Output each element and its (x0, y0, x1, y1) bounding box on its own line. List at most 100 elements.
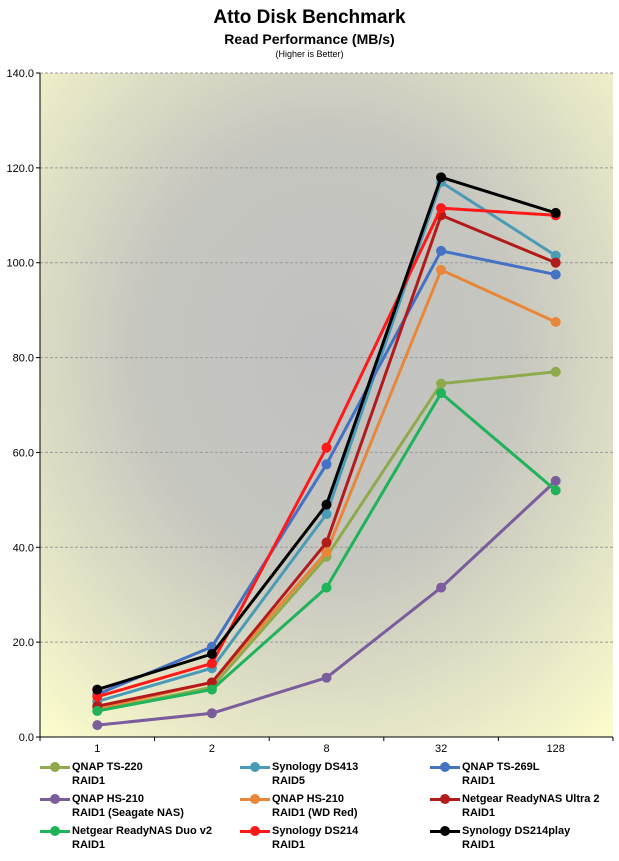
legend-label-line1: Synology DS214play (462, 825, 571, 837)
legend-item: Netgear ReadyNAS Ultra 2 RAID1 (430, 792, 619, 822)
data-point (321, 537, 332, 548)
data-point (321, 499, 332, 510)
legend-swatch (40, 794, 70, 804)
y-tick-label: 100.0 (6, 258, 34, 270)
data-point (92, 691, 103, 702)
x-tick-label: 2 (209, 743, 215, 755)
legend-label: QNAP TS-269L RAID1 (462, 760, 539, 788)
legend-swatch (40, 826, 70, 836)
legend-item: QNAP TS-220 RAID1 (40, 760, 240, 790)
series-7 (92, 203, 561, 702)
legend-swatch (240, 762, 270, 772)
data-point (321, 442, 332, 453)
data-point (92, 684, 103, 695)
legend-item: QNAP HS-210 RAID1 (Seagate NAS) (40, 792, 240, 822)
series-8 (92, 172, 561, 695)
y-tick-label: 80.0 (13, 353, 34, 365)
legend-label-line2: RAID1 (462, 807, 496, 819)
legend-item: Netgear ReadyNAS Duo v2 RAID1 (40, 824, 240, 854)
legend-item: Synology DS214 RAID1 (240, 824, 440, 854)
data-point (321, 509, 332, 520)
legend-label: QNAP TS-220 RAID1 (72, 760, 143, 788)
legend-label-line2: RAID1 (72, 775, 106, 787)
chart-note: (Higher is Better) (275, 49, 344, 59)
data-point (92, 705, 103, 716)
x-tick-label: 32 (435, 743, 447, 755)
y-tick-label: 0.0 (19, 732, 34, 744)
legend-label-line2: RAID1 (WD Red) (272, 807, 358, 819)
chart-title: Atto Disk Benchmark (213, 7, 406, 28)
legend-label: Netgear ReadyNAS Duo v2 RAID1 (72, 824, 212, 852)
data-point (436, 378, 447, 389)
legend-item: Synology DS413 RAID5 (240, 760, 440, 790)
series-6 (92, 388, 561, 716)
x-tick-label: 128 (547, 743, 565, 755)
data-point (321, 672, 332, 683)
data-point (550, 485, 561, 496)
legend-item: QNAP HS-210 RAID1 (WD Red) (240, 792, 440, 822)
legend-label-line2: RAID1 (72, 839, 106, 851)
legend-swatch (430, 794, 460, 804)
legend-label-line2: RAID1 (462, 775, 496, 787)
chart-subtitle: Read Performance (MB/s) (224, 31, 395, 47)
legend-label-line1: QNAP HS-210 (72, 793, 144, 805)
legend-label: Synology DS413 RAID5 (272, 760, 358, 788)
y-tick-label: 60.0 (13, 447, 34, 459)
legend-label-line1: QNAP HS-210 (272, 793, 344, 805)
series-3 (92, 475, 561, 731)
legend-label-line1: QNAP TS-269L (462, 761, 540, 773)
data-point (206, 684, 217, 695)
legend-label-line2: RAID1 (272, 839, 306, 851)
data-point (550, 366, 561, 377)
legend-swatch (40, 762, 70, 772)
legend-label-line1: Netgear ReadyNAS Duo v2 (72, 825, 212, 837)
legend-swatch (430, 826, 460, 836)
legend-item: Synology DS214play RAID1 (430, 824, 619, 854)
legend-label: Netgear ReadyNAS Ultra 2 RAID1 (462, 792, 600, 820)
legend-label-line1: Netgear ReadyNAS Ultra 2 (462, 793, 600, 805)
data-point (206, 708, 217, 719)
data-point (436, 582, 447, 593)
legend-label-line1: QNAP TS-220 (72, 761, 143, 773)
x-tick-label: 1 (94, 743, 100, 755)
data-point (436, 264, 447, 275)
data-point (436, 245, 447, 256)
y-tick-label: 140.0 (6, 68, 34, 80)
y-tick-label: 40.0 (13, 542, 34, 554)
y-tick-label: 120.0 (6, 163, 34, 175)
legend-label: QNAP HS-210 RAID1 (Seagate NAS) (72, 792, 184, 820)
legend-label-line2: RAID5 (272, 775, 306, 787)
legend-item: QNAP TS-269L RAID1 (430, 760, 619, 790)
data-point (436, 388, 447, 399)
data-point (206, 649, 217, 659)
data-point (206, 677, 217, 688)
data-point (550, 207, 561, 218)
legend-swatch (240, 826, 270, 836)
data-point (550, 317, 561, 327)
plot-area (40, 73, 613, 737)
x-tick-label: 8 (323, 743, 329, 755)
data-point (321, 459, 332, 470)
data-point (321, 547, 332, 558)
y-tick-label: 20.0 (13, 637, 34, 649)
legend-label-line1: Synology DS413 (272, 761, 359, 773)
legend-swatch (240, 794, 270, 804)
legend-label: Synology DS214 RAID1 (272, 824, 358, 852)
data-point (550, 475, 561, 486)
legend-label: QNAP HS-210 RAID1 (WD Red) (272, 792, 358, 820)
data-point (436, 203, 447, 214)
data-point (92, 720, 103, 731)
legend-label-line2: RAID1 (462, 839, 496, 851)
data-point (550, 269, 561, 280)
data-point (436, 172, 447, 183)
data-point (206, 658, 217, 669)
data-point (550, 257, 561, 268)
legend-label-line1: Synology DS214 (272, 825, 359, 837)
data-point (321, 582, 332, 593)
series-layer (92, 172, 561, 731)
legend-label-line2: RAID1 (Seagate NAS) (72, 807, 184, 819)
legend-swatch (430, 762, 460, 772)
legend-label: Synology DS214play RAID1 (462, 824, 570, 852)
